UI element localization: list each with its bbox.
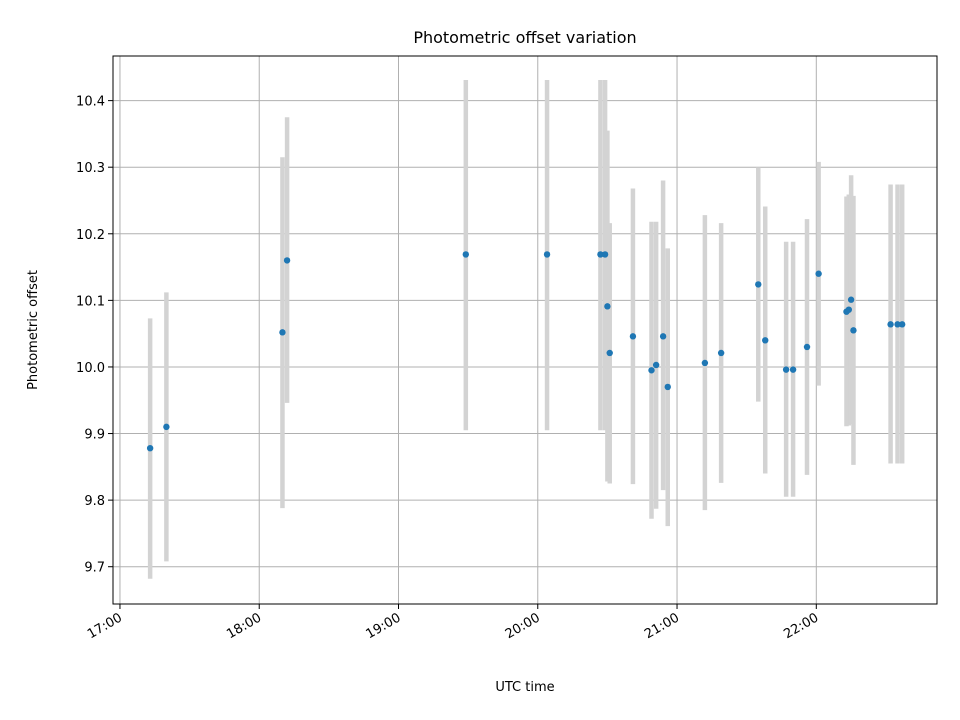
data-point bbox=[597, 251, 604, 258]
y-tick-label: 10.2 bbox=[76, 228, 105, 243]
y-axis-ticks: 9.7 9.8 9.9 10.0 10.1 10.2 10.3 10.4 bbox=[76, 95, 113, 576]
data-point bbox=[648, 367, 655, 374]
y-tick-label: 9.8 bbox=[84, 494, 105, 509]
data-point bbox=[898, 321, 906, 328]
data-point bbox=[701, 359, 709, 367]
grid bbox=[113, 56, 937, 604]
plot-area bbox=[113, 56, 937, 604]
data-point bbox=[283, 257, 291, 264]
data-point bbox=[543, 251, 551, 258]
y-tick-label: 9.9 bbox=[84, 428, 105, 443]
data-point bbox=[146, 444, 154, 452]
data-point bbox=[163, 423, 170, 431]
chart-title: Photometric offset variation bbox=[413, 28, 636, 47]
y-tick-label: 10.4 bbox=[76, 95, 105, 110]
x-axis-label: UTC time bbox=[495, 680, 554, 695]
data-point bbox=[659, 333, 667, 340]
data-point bbox=[606, 349, 613, 357]
data-point bbox=[789, 366, 797, 373]
data-point bbox=[894, 321, 901, 328]
plot-frame bbox=[112, 55, 938, 605]
data-point bbox=[850, 327, 857, 334]
data-point bbox=[803, 343, 811, 351]
data-point bbox=[887, 321, 894, 328]
data-point bbox=[717, 349, 725, 357]
data-point bbox=[664, 383, 671, 391]
data-point bbox=[629, 333, 637, 340]
data-point bbox=[601, 251, 609, 258]
data-point bbox=[604, 303, 611, 310]
data-point bbox=[847, 296, 855, 303]
y-tick-label: 10.0 bbox=[76, 361, 105, 376]
data-point bbox=[815, 270, 822, 277]
y-tick-label: 9.7 bbox=[84, 561, 105, 576]
data-point bbox=[755, 281, 762, 288]
data-point bbox=[845, 306, 852, 313]
data-point bbox=[762, 337, 769, 344]
data-point bbox=[652, 361, 660, 369]
y-tick-label: 10.1 bbox=[76, 294, 105, 309]
y-axis-label: Photometric offset bbox=[26, 270, 41, 390]
data-point bbox=[462, 251, 470, 258]
data-points bbox=[146, 251, 906, 452]
data-point bbox=[782, 366, 790, 373]
data-point bbox=[279, 329, 286, 336]
y-tick-label: 10.3 bbox=[76, 161, 105, 176]
